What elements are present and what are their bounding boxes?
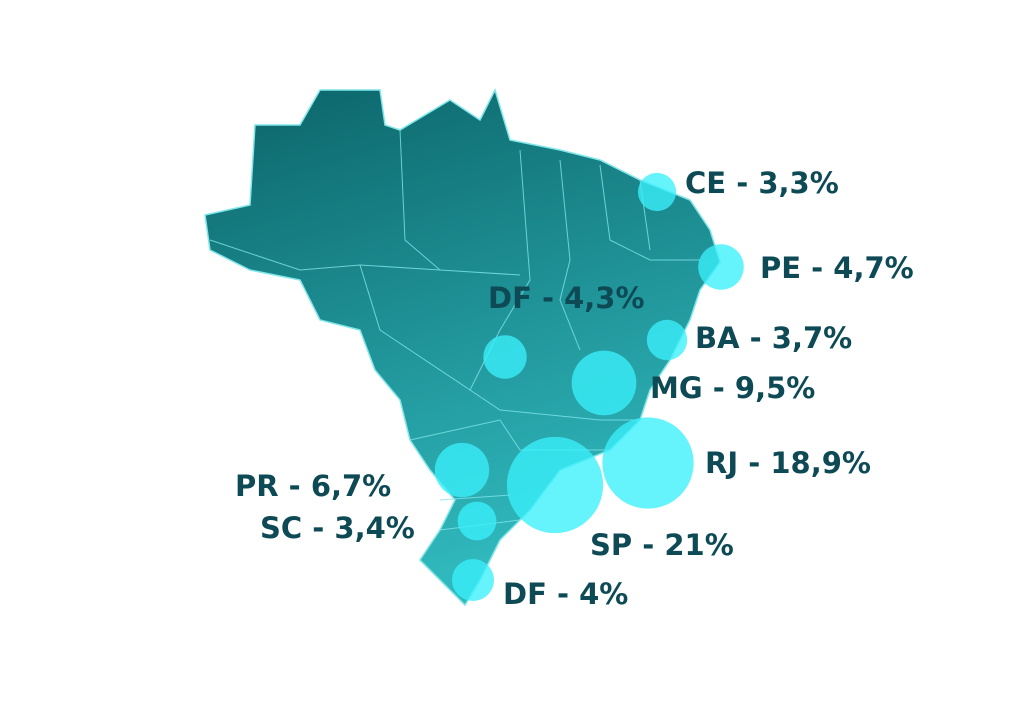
bubble xyxy=(434,442,490,498)
bubble xyxy=(506,436,604,534)
marker-label: RJ - 18,9% xyxy=(705,446,871,480)
marker-label: BA - 3,7% xyxy=(695,321,852,355)
marker-label: PE - 4,7% xyxy=(760,251,914,285)
bubble xyxy=(698,244,744,290)
bubble xyxy=(646,319,688,361)
bubble xyxy=(571,350,637,416)
marker-label: MG - 9,5% xyxy=(650,371,815,405)
bubble xyxy=(483,335,527,379)
bubble xyxy=(452,559,494,601)
bubble xyxy=(457,501,497,541)
bubble xyxy=(602,417,694,509)
marker-label: PR - 6,7% xyxy=(235,469,391,503)
marker-label: SC - 3,4% xyxy=(260,511,415,545)
marker-label: CE - 3,3% xyxy=(685,166,839,200)
markers: CE - 3,3% PE - 4,7% DF - 4,3% BA - 3,7% MG -… xyxy=(235,166,914,611)
marker-label: DF - 4% xyxy=(503,577,628,611)
marker-label: SP - 21% xyxy=(590,528,734,562)
bubble xyxy=(637,172,677,212)
marker-label: DF - 4,3% xyxy=(488,281,645,315)
